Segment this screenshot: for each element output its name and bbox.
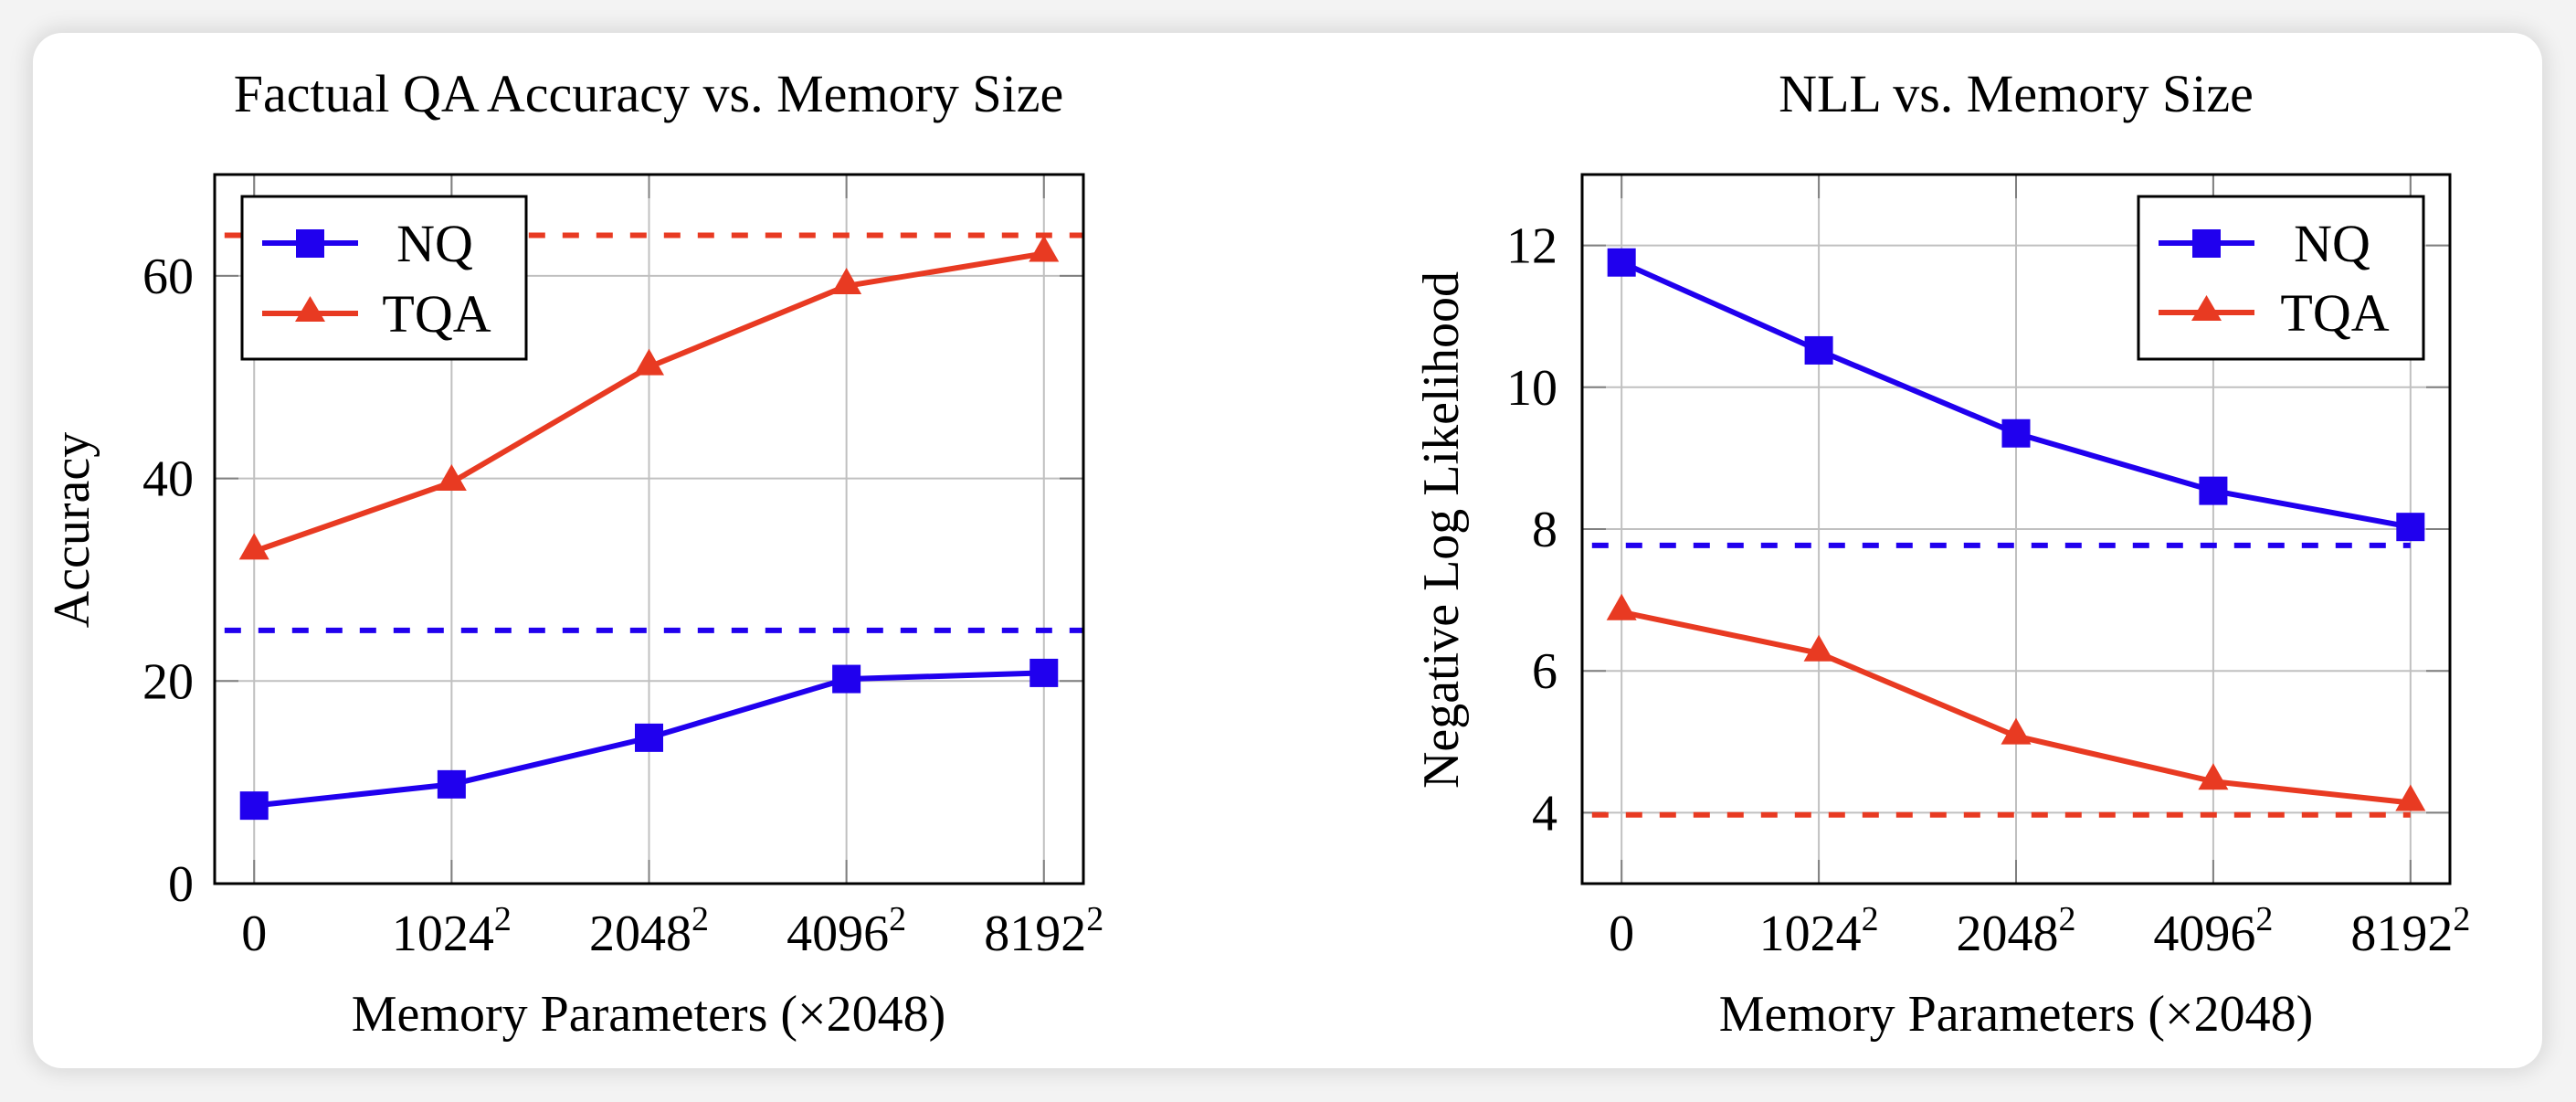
x-tick-label: 20482 — [589, 900, 709, 962]
data-point-nq — [2199, 476, 2228, 505]
y-axis-label: Accuracy — [44, 432, 100, 629]
series — [238, 235, 1060, 821]
y-tick-label: 20 — [143, 653, 194, 710]
y-tick-label: 12 — [1506, 218, 1557, 275]
data-point-tqa — [2395, 784, 2426, 811]
plot-frame — [213, 173, 1085, 885]
x-tick-labels: 0 10242 20482 40962 81922 — [1609, 900, 2470, 962]
legend-tqa-marker — [2191, 295, 2222, 321]
legend-tqa-label: TQA — [2280, 283, 2389, 343]
y-tick-labels: 4 6 8 10 12 — [1506, 218, 1557, 842]
legend-tqa-label: TQA — [382, 284, 491, 344]
y-tick-label: 8 — [1532, 502, 1557, 558]
y-tick-labels: 0 20 40 60 — [143, 249, 194, 913]
data-point-nq — [2396, 513, 2425, 542]
data-point-tqa — [1029, 235, 1060, 262]
legend-nq-marker — [296, 229, 324, 258]
data-point-nq — [437, 769, 466, 799]
legend-nq-label: NQ — [396, 214, 473, 273]
x-tick-label: 20482 — [1957, 900, 2076, 962]
x-axis-label: Memory Parameters (×2048) — [352, 986, 946, 1043]
data-point-nq — [239, 791, 269, 821]
x-tick-label: 40962 — [2153, 900, 2273, 962]
x-tick-label: 0 — [241, 906, 267, 962]
data-point-nq — [1804, 335, 1833, 365]
legend-tqa-marker — [295, 296, 325, 322]
data-point-tqa — [1803, 634, 1834, 662]
x-tick-label: 10242 — [392, 900, 512, 962]
legend: NQ TQA — [240, 195, 528, 361]
data-point-tqa — [831, 267, 862, 294]
x-tick-label: 81922 — [984, 900, 1103, 962]
y-tick-label: 10 — [1506, 360, 1557, 417]
data-point-nq — [635, 723, 663, 752]
x-tick-label: 0 — [1609, 906, 1634, 962]
data-point-nq — [2001, 419, 2031, 448]
data-point-tqa — [2001, 717, 2032, 745]
y-tick-label: 60 — [143, 249, 194, 305]
y-tick-label: 40 — [143, 451, 194, 508]
accuracy-chart: Factual QA Accuracy vs. Memory Size Accu… — [44, 64, 1103, 1043]
legend: NQ TQA — [2137, 195, 2425, 361]
data-point-tqa — [238, 533, 269, 560]
y-axis-label: Negative Log Likelihood — [1413, 271, 1470, 789]
y-tick-label: 6 — [1532, 643, 1557, 700]
y-tick-label: 4 — [1532, 785, 1557, 842]
data-point-tqa — [2198, 763, 2229, 790]
data-point-tqa — [436, 464, 467, 492]
data-point-tqa — [634, 348, 664, 376]
data-point-nq — [1029, 658, 1059, 687]
data-point-nq — [832, 664, 861, 694]
chart-title: Factual QA Accuracy vs. Memory Size — [234, 64, 1063, 123]
y-tick-label: 0 — [168, 856, 194, 913]
series — [1606, 248, 2426, 811]
legend-nq-marker — [2192, 229, 2221, 258]
x-tick-labels: 0 10242 20482 40962 81922 — [241, 900, 1103, 962]
x-tick-label: 40962 — [787, 900, 906, 962]
reference-lines — [1591, 542, 2411, 818]
data-point-tqa — [1606, 593, 1637, 620]
x-tick-label: 81922 — [2350, 900, 2470, 962]
legend-box — [2137, 195, 2425, 361]
x-tick-label: 10242 — [1759, 900, 1879, 962]
data-point-nq — [1607, 248, 1636, 277]
nll-chart: NLL vs. Memory Size Negative Log Likelih… — [1413, 64, 2470, 1043]
chart-title: NLL vs. Memory Size — [1779, 64, 2254, 123]
x-axis-label: Memory Parameters (×2048) — [1719, 986, 2314, 1043]
legend-box — [240, 195, 528, 361]
plot-frame — [1580, 173, 2452, 885]
legend-nq-label: NQ — [2294, 214, 2370, 273]
